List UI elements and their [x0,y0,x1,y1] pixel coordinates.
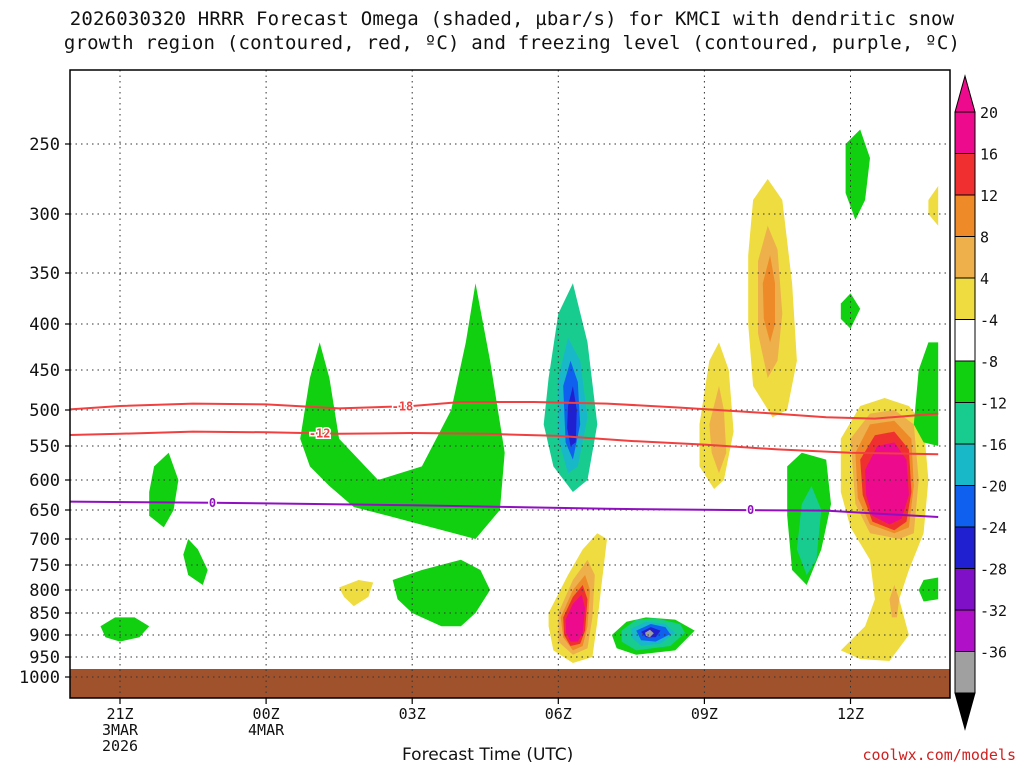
chart-title-line-1: 2026030320 HRRR Forecast Omega (shaded, … [69,8,955,30]
contour-label: 0 [747,503,754,517]
contour-label: -18 [392,399,414,413]
y-tick-label-600: 600 [29,471,60,491]
y-tick-label-400: 400 [29,315,60,335]
colorbar-extend-bottom [954,692,976,731]
y-tick-label-250: 250 [29,135,60,155]
colorbar-bin [954,568,976,611]
omega-region-left-column-core [149,452,179,528]
colorbar-label--12: -12 [980,395,1007,413]
y-tick-label-650: 650 [29,501,60,521]
colorbar-bin [954,319,976,362]
omega-region-right-edge-core [913,342,939,446]
contour-line-1 [70,430,939,456]
colorbar-label--20: -20 [980,478,1007,496]
chart-title-line-2: growth region (contoured, red, ºC) and f… [63,32,961,54]
colorbar-label-20: 20 [980,104,998,122]
contour-line-2 [70,500,939,518]
colorbar-label--16: -16 [980,436,1007,454]
colorbar-bin [954,277,976,320]
contour-label: -12 [309,426,331,440]
x-tick-label-03Z: 03Z [399,705,426,723]
omega-region-left-column [71,144,720,661]
x-tick-label-4MAR: 4MAR [248,721,285,739]
colorbar-bin [954,402,976,445]
y-tick-label-800: 800 [29,581,60,601]
colorbar-bin [954,111,976,154]
omega-region-right-top-core [845,129,870,220]
colorbar-bin [954,651,976,694]
contour-label: 0 [209,496,216,510]
colorbar-bin [954,609,976,652]
omega-region-magenta-right-core [865,442,909,525]
colorbar-label--36: -36 [980,644,1007,662]
colorbar-bin [954,236,976,279]
omega-region-mid-lower [392,559,491,627]
ground-surface [70,669,950,698]
omega-region-right-mid-core [840,293,861,329]
omega-region-mid-core-24 [567,386,577,446]
y-tick-label-950: 950 [29,648,60,668]
source-credit: coolwx.com/models [862,746,1016,764]
y-tick-label-300: 300 [29,205,60,225]
colorbar-label-8: 8 [980,229,989,247]
colorbar-label--8: -8 [980,353,998,371]
colorbar-label--28: -28 [980,561,1007,579]
omega-region-mid-low-32 [645,629,654,638]
y-tick-label-850: 850 [29,604,60,624]
x-tick-label-06Z: 06Z [545,705,572,723]
plot-frame [69,69,951,699]
x-tick-label-00Z: 00Z [253,705,280,723]
x-axis-label: Forecast Time (UTC) [402,745,574,765]
y-tick-label-700: 700 [29,530,60,550]
omega-region-left-column-lower [183,539,208,585]
colorbar-label--24: -24 [980,519,1007,537]
omega-region-orange-light-mid [709,386,727,474]
omega-region-orange-upper-core [762,255,775,343]
y-tick-label-750: 750 [29,556,60,576]
colorbar-label--32: -32 [980,602,1007,620]
omega-region-yellow-left-small [339,580,374,607]
y-tick-label-450: 450 [29,361,60,381]
colorbar-bin [954,194,976,237]
omega-region-yellow-right-edge [928,186,939,226]
omega-region-magenta-lower-core [565,594,586,642]
colorbar-label-12: 12 [980,187,998,205]
omega-region-top-right-blob [665,71,773,165]
colorbar-bin [954,360,976,403]
colorbar-label-16: 16 [980,146,998,164]
y-tick-label-350: 350 [29,264,60,284]
x-tick-label-21Z: 21Z [106,705,133,723]
x-tick-label-3MAR: 3MAR [102,721,139,739]
colorbar-bin [954,443,976,486]
colorbar-label-4: 4 [980,270,989,288]
x-tick-label-2026: 2026 [102,737,138,755]
colorbar-label--4: -4 [980,312,998,330]
colorbar-extend-top [954,74,976,113]
colorbar-bin [954,485,976,528]
omega-region-mid-column [300,283,505,539]
omega-region-orange-right-low [889,585,900,618]
omega-region-lower-left-core [100,617,150,642]
y-tick-label-900: 900 [29,626,60,646]
y-tick-label-550: 550 [29,437,60,457]
colorbar-bin [954,153,976,196]
y-tick-label-500: 500 [29,401,60,421]
x-tick-label-09Z: 09Z [691,705,718,723]
x-tick-label-12Z: 12Z [837,705,864,723]
y-tick-label-1000: 1000 [19,668,60,688]
colorbar-bin [954,526,976,569]
omega-region-right-lower-inner [796,486,822,575]
contour-line-0 [70,401,939,420]
